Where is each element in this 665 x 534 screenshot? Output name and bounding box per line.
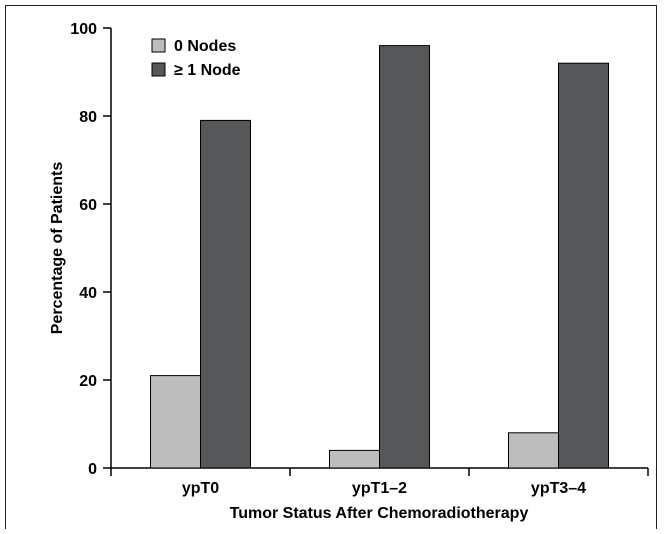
- x-axis-title: Tumor Status After Chemoradiotherapy: [230, 505, 529, 522]
- legend-swatch: [151, 38, 166, 53]
- bar-zero-nodes-1: [329, 449, 380, 469]
- legend-label: 0 Nodes: [174, 38, 236, 55]
- bar-zero-nodes-2: [508, 432, 559, 469]
- x-tick-label: ypT0: [182, 480, 219, 497]
- legend-swatch: [151, 62, 166, 77]
- y-tick-label: 60: [79, 197, 97, 214]
- x-axis: ypT0 ypT1–2 ypT3–4: [110, 467, 649, 497]
- y-tick-label: 80: [79, 109, 97, 126]
- x-tick-label: ypT3–4: [531, 480, 586, 497]
- y-tick-label: 0: [88, 461, 97, 478]
- chart-frame: [5, 5, 657, 529]
- y-axis: 0 20 40 60 80 100: [70, 21, 112, 478]
- bar-one-plus-node-2: [558, 62, 609, 469]
- y-tick-label: 100: [70, 21, 97, 38]
- y-tick-label: 40: [79, 285, 97, 302]
- legend: 0 Nodes ≥ 1 Node: [151, 38, 241, 79]
- bar-one-plus-node-0: [200, 119, 251, 469]
- bars: [150, 45, 609, 469]
- bar-one-plus-node-1: [379, 45, 430, 469]
- y-axis-title: Percentage of Patients: [49, 162, 66, 335]
- bar-zero-nodes-0: [150, 375, 201, 469]
- y-tick-label: 20: [79, 373, 97, 390]
- legend-label: ≥ 1 Node: [174, 62, 241, 79]
- x-tick-label: ypT1–2: [352, 480, 407, 497]
